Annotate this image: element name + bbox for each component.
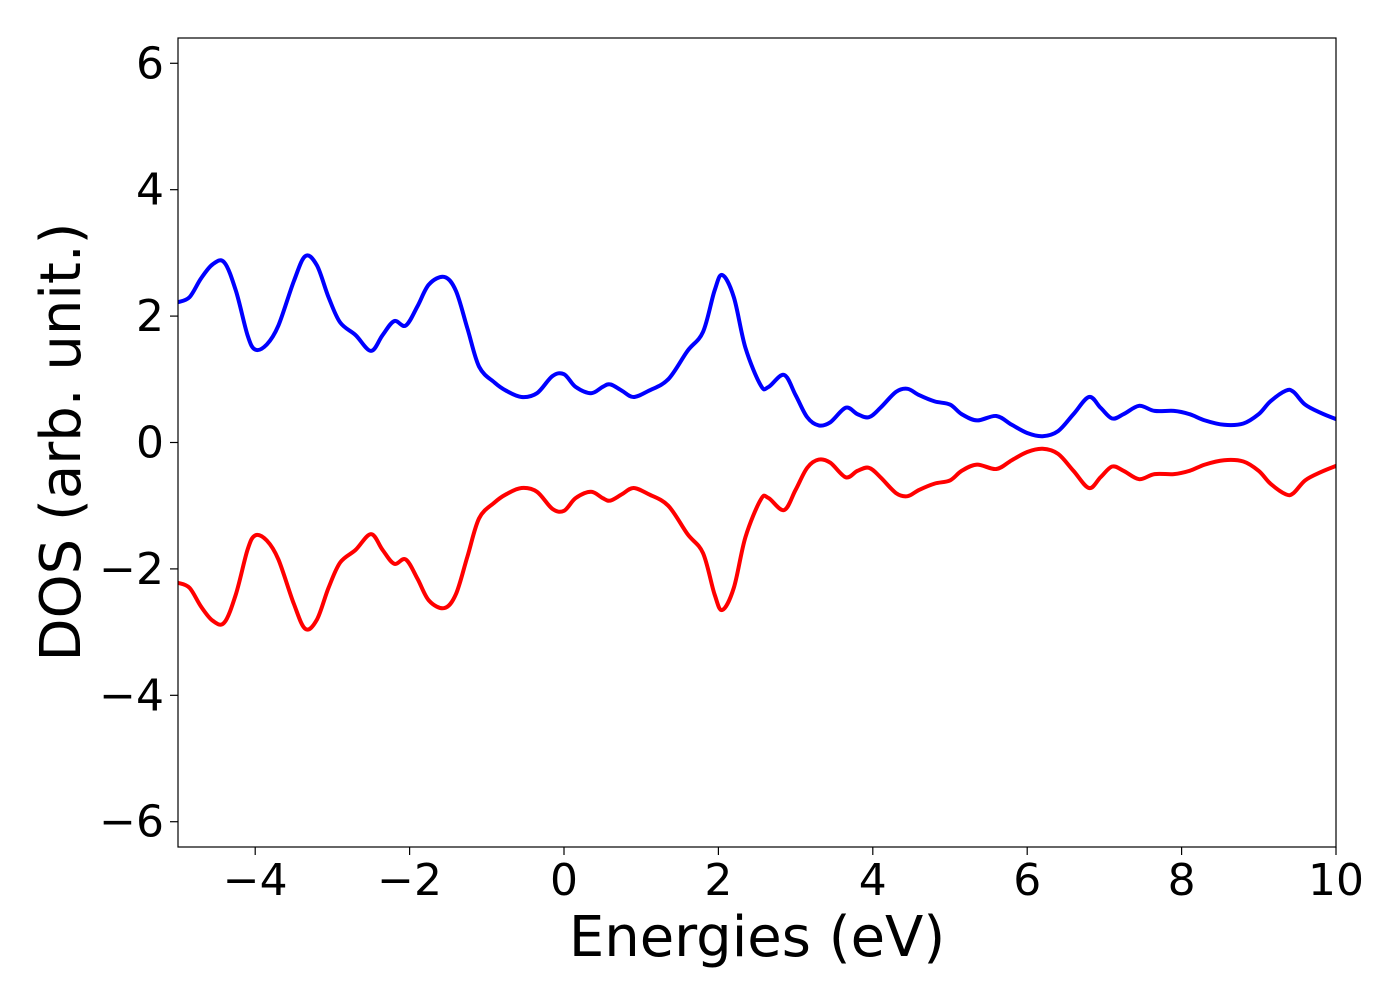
x-axis-label: Energies (eV) bbox=[569, 905, 945, 970]
y-axis-ticks: −6 −4 −2 0 2 4 6 bbox=[99, 38, 178, 848]
series-line-red bbox=[178, 446, 1336, 632]
y-tick-label: −2 bbox=[99, 544, 164, 595]
y-tick-label: 2 bbox=[136, 291, 164, 342]
series-layer bbox=[178, 253, 1336, 632]
y-axis-label: DOS (arb. unit.) bbox=[29, 222, 94, 661]
x-axis-ticks: −4 −2 0 2 4 6 8 10 bbox=[223, 847, 1364, 906]
x-tick-label: −2 bbox=[377, 855, 442, 906]
y-tick-label: −4 bbox=[99, 670, 164, 721]
x-tick-label: 2 bbox=[704, 855, 732, 906]
y-tick-label: 4 bbox=[136, 165, 164, 216]
y-tick-label: 0 bbox=[136, 418, 164, 469]
x-tick-label: 10 bbox=[1308, 855, 1364, 906]
y-tick-label: 6 bbox=[136, 38, 164, 89]
series-line-blue bbox=[178, 253, 1336, 439]
y-tick-label: −6 bbox=[99, 797, 164, 848]
x-tick-label: −4 bbox=[223, 855, 288, 906]
x-tick-label: 0 bbox=[550, 855, 578, 906]
x-tick-label: 8 bbox=[1168, 855, 1196, 906]
x-tick-label: 4 bbox=[859, 855, 887, 906]
x-tick-label: 6 bbox=[1013, 855, 1041, 906]
